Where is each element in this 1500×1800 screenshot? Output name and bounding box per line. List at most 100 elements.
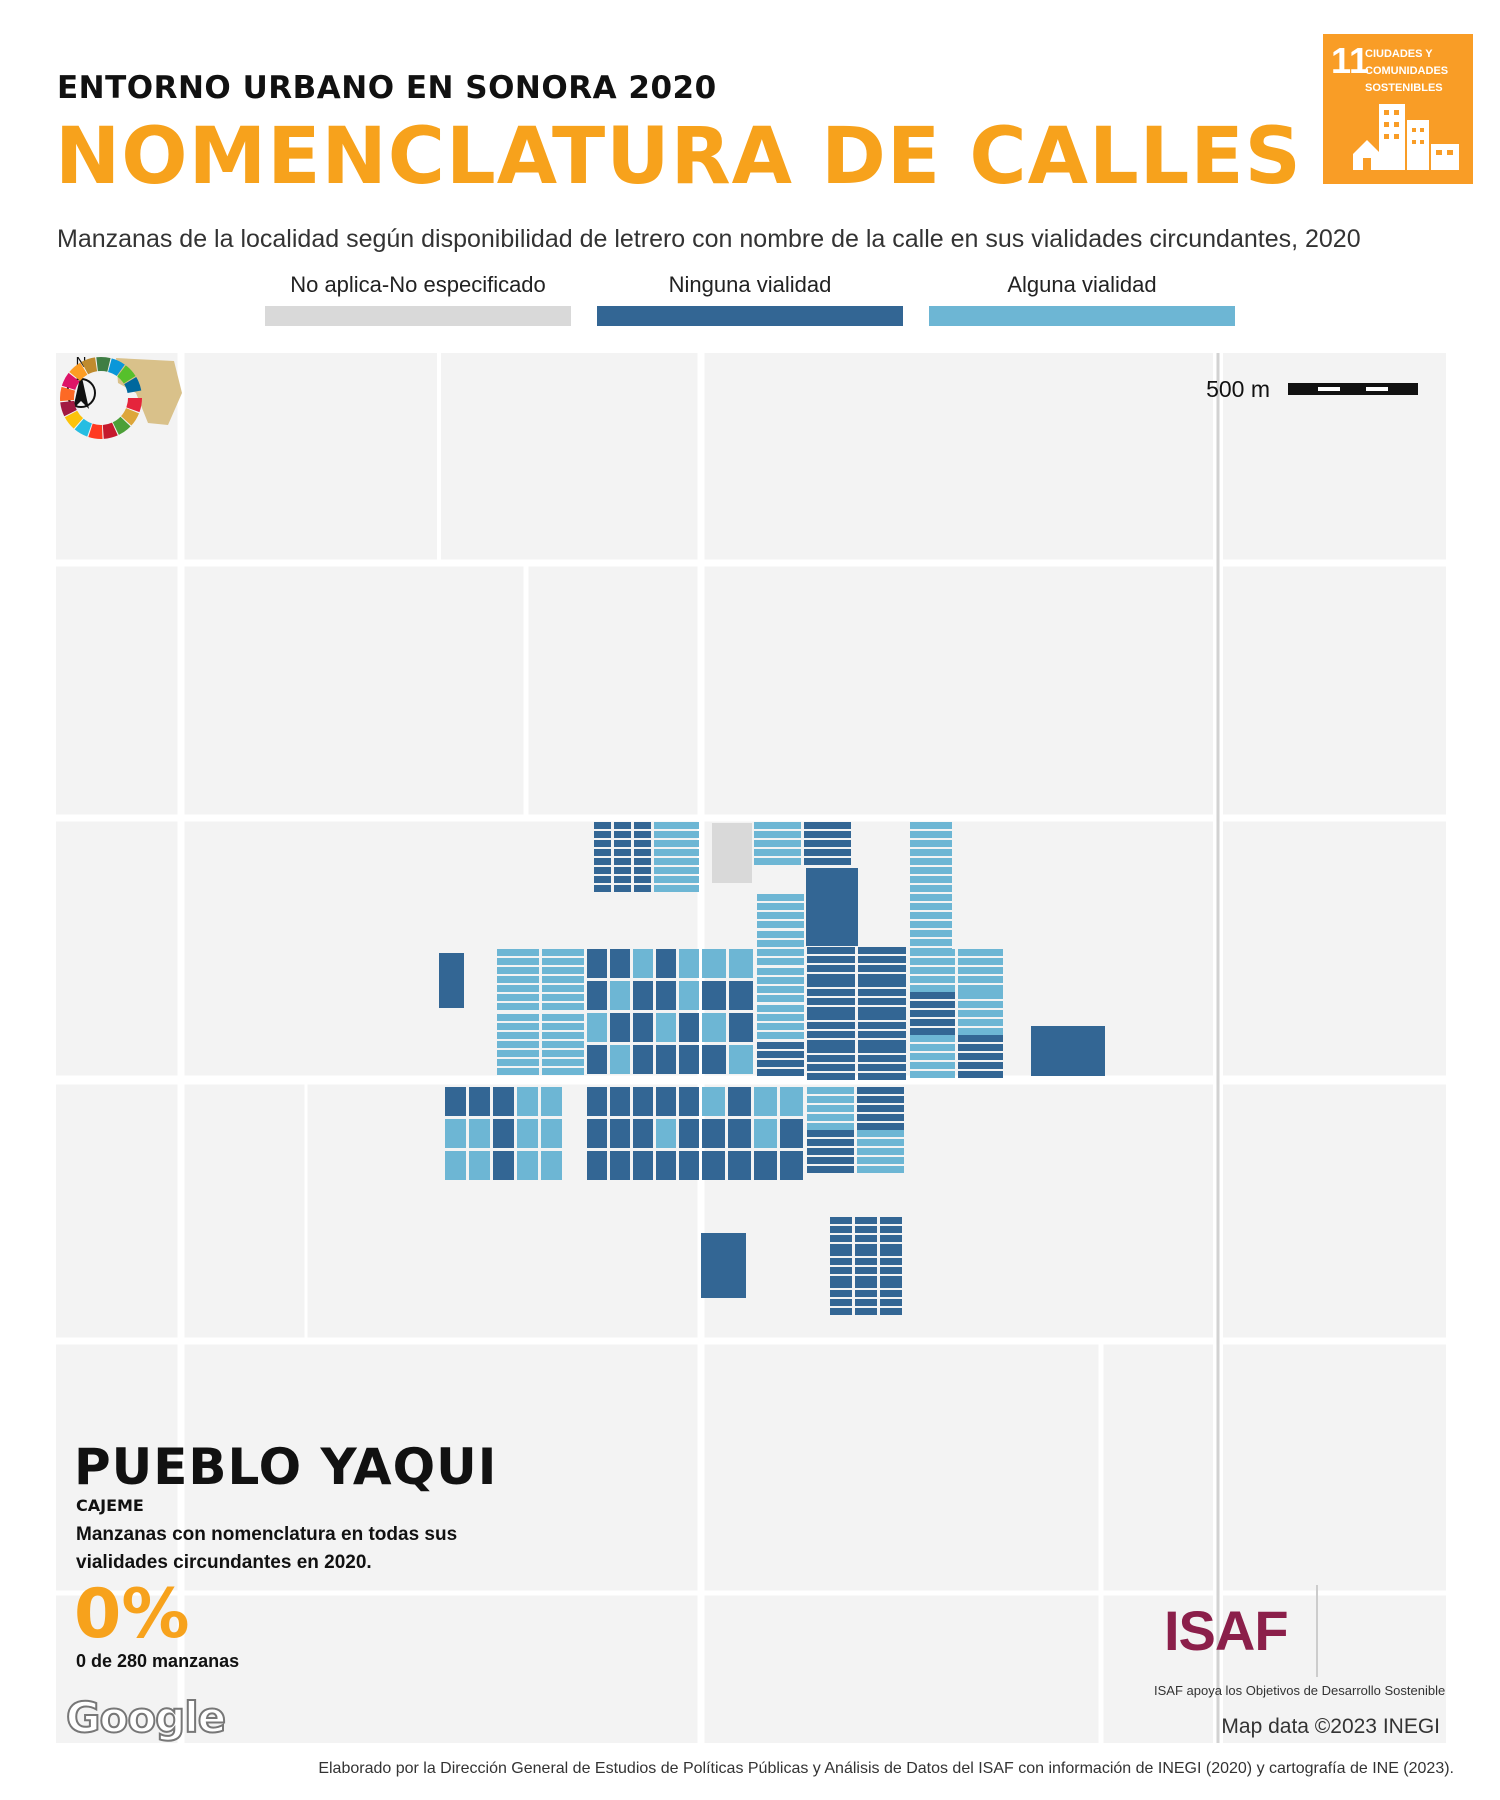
block [807,1130,854,1137]
block [493,1151,514,1180]
block [497,985,539,992]
block [780,1151,803,1180]
block [679,1013,699,1042]
block [587,1087,607,1116]
block [610,981,630,1010]
block [807,956,855,963]
block [857,1114,904,1121]
block [517,1151,538,1180]
block [858,947,906,954]
block [728,1119,751,1148]
block [610,949,630,978]
block [857,1148,904,1155]
block [541,1151,562,1180]
block [757,921,804,928]
city-icon [1353,104,1459,170]
block [634,840,651,847]
block [493,1119,514,1148]
block [807,989,855,996]
block [654,876,699,883]
block [910,822,952,829]
block [610,1045,630,1074]
block [880,1217,902,1224]
block [910,1001,955,1008]
block [497,949,539,956]
block [541,1119,562,1148]
block [958,1053,1003,1060]
block [757,1032,804,1039]
block [855,1281,877,1288]
block [757,949,804,956]
block [910,939,952,946]
block [542,1050,584,1057]
block [633,981,653,1010]
block [614,867,631,874]
block [469,1151,490,1180]
map-subtitle: Manzanas de la localidad según disponibi… [57,225,1361,253]
block [880,1299,902,1306]
block [807,1055,855,1062]
block [679,981,699,1010]
block [594,867,611,874]
block [858,974,906,981]
block [757,1060,804,1067]
block [754,1151,777,1180]
block [880,1258,902,1265]
block [587,1119,607,1148]
block [542,1059,584,1066]
block [780,1119,803,1148]
footer-credit: Elaborado por la Dirección General de Es… [318,1760,1454,1777]
stat-count: 0 de 280 manzanas [76,1651,240,1671]
block [610,1087,630,1116]
block [594,831,611,838]
block [858,1055,906,1062]
block [910,867,952,874]
block [542,994,584,1001]
block [614,858,631,865]
google-logo: Google [65,1692,227,1743]
legend-label-no-aplica: No aplica-No especificado [290,272,546,297]
sdg-wheel-icon [60,357,142,439]
block [542,949,584,956]
block [594,849,611,856]
block [958,1035,1003,1042]
block [830,1244,852,1251]
block [634,849,651,856]
north-label: N [76,354,87,371]
block [587,1151,607,1180]
block [807,1166,854,1173]
block [958,958,1003,965]
block [807,1157,854,1164]
block [910,949,955,956]
block [702,1151,725,1180]
block [880,1276,902,1283]
block [729,949,753,978]
block [830,1290,852,1297]
block [702,1119,725,1148]
block [858,989,906,996]
place-name: PUEBLO YAQUI [74,1438,498,1496]
block [804,831,851,838]
block [497,958,539,965]
sdg-11-badge: 11 CIUDADES Y COMUNIDADES SOSTENIBLES [1323,34,1473,184]
block [614,822,631,829]
block [807,1013,855,1020]
block [757,931,804,938]
block [855,1258,877,1265]
block [880,1226,902,1233]
block [728,1087,751,1116]
block [958,1001,1003,1008]
map-panel[interactable]: 500 m N PUEBLO YAQUI CAJEME Manzanas con… [56,353,1446,1743]
block [654,867,699,874]
block [807,1114,854,1121]
block [493,1087,514,1116]
block [656,1087,676,1116]
block [757,958,804,965]
block [757,1069,804,1076]
block [614,876,631,883]
block [855,1308,877,1315]
block [754,1087,777,1116]
block [656,1013,676,1042]
block [654,849,699,856]
page-title: NOMENCLATURA DE CALLES [55,112,1302,202]
